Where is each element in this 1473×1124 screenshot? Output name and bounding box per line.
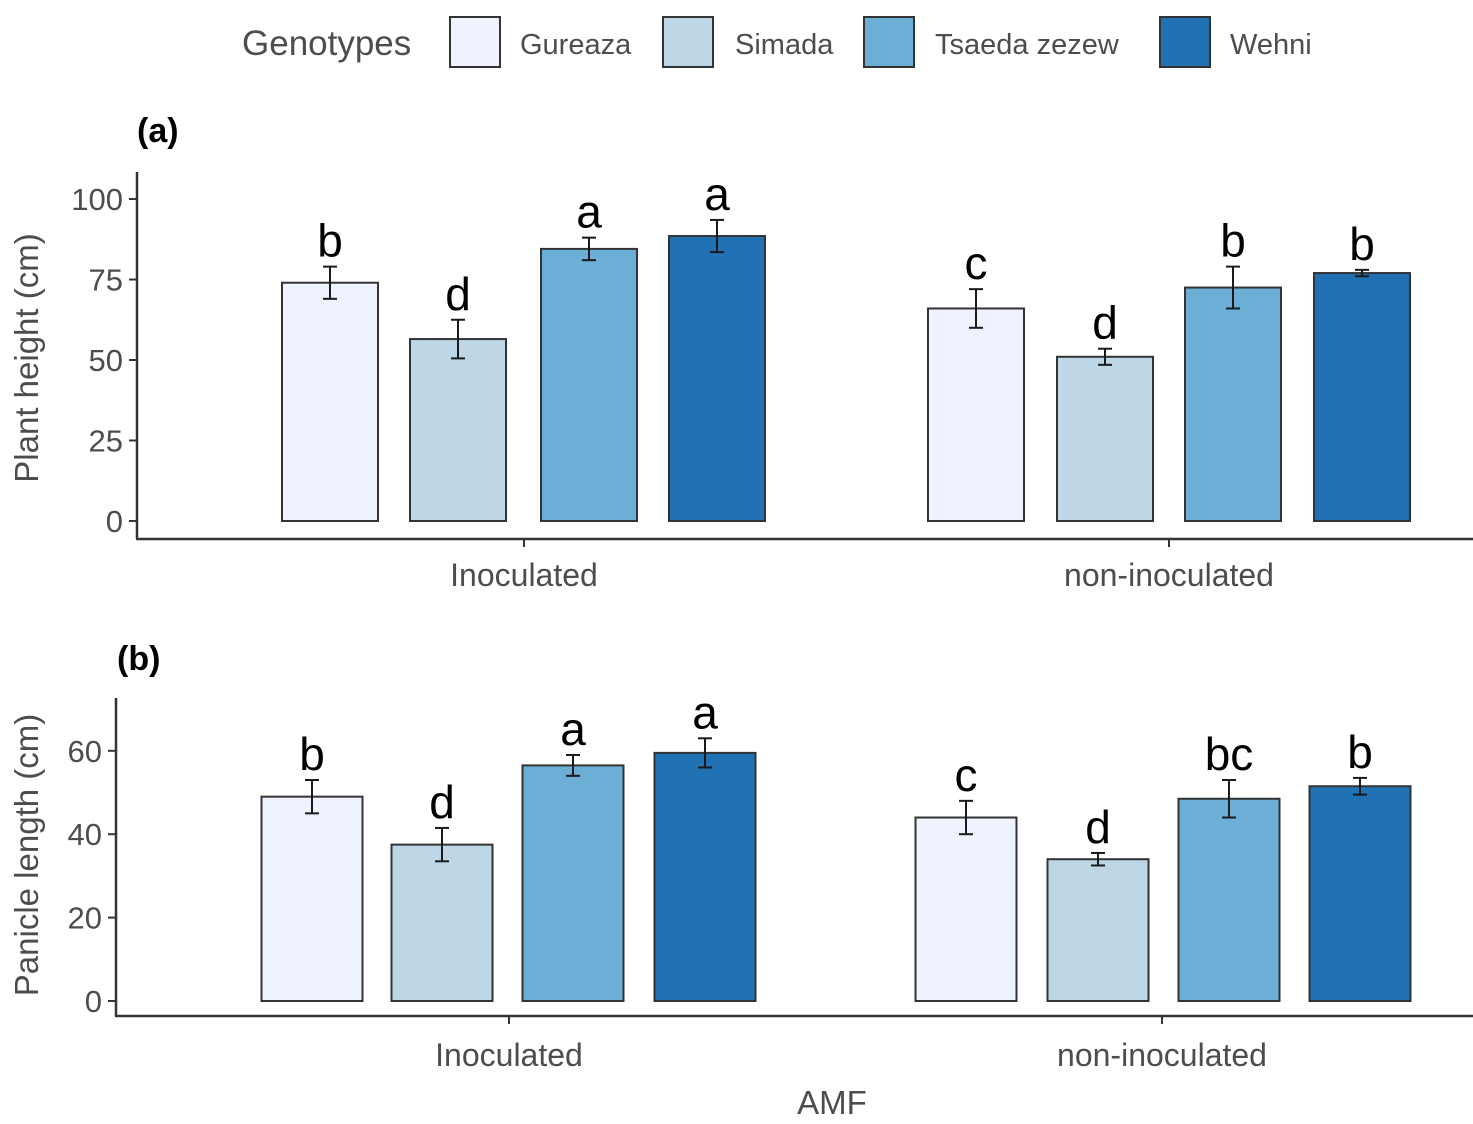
panel-b-inoculated-tsaeda-zezew-bar — [521, 764, 625, 1003]
panel-b-inoculated-gureaza-significance-letter: b — [299, 728, 325, 780]
panel-b-marks: b d a a c d bc b — [260, 686, 1412, 1003]
panel-a-y-tick-label-25: 25 — [89, 424, 123, 459]
legend: Genotypes Gureaza Simada Tsaeda zezew We… — [242, 16, 1312, 68]
panel-a-non-inoculated-simada-bar — [1056, 355, 1154, 522]
panel-a-non-inoculated-wehni-bar — [1313, 272, 1411, 522]
panel-a-y-tick-label-50: 50 — [89, 343, 123, 378]
panel-b-non-inoculated-wehni-significance-letter: b — [1347, 726, 1373, 778]
panel-b-inoculated-simada-significance-letter: d — [429, 776, 455, 828]
panel-a-non-inoculated-gureaza-bar — [927, 307, 1025, 523]
legend-label-tsaeda-zezew: Tsaeda zezew — [935, 29, 1120, 61]
panel-a-inoculated-wehni-significance-letter: a — [704, 168, 730, 220]
panel-a-non-inoculated-simada-significance-letter: d — [1092, 297, 1118, 349]
panel-a-non-inoculated-tsaeda-zezew-bar — [1184, 286, 1282, 522]
panel-a-label: (a) — [137, 112, 179, 150]
panel-b-non-inoculated-wehni-bar — [1308, 785, 1412, 1002]
panel-b-label: (b) — [117, 640, 160, 678]
panel-a-marks: b d a a c d b b — [281, 168, 1411, 523]
panel-b-inoculated-tsaeda-zezew-significance-letter: a — [560, 703, 586, 755]
x-axis-title: AMF — [797, 1084, 867, 1121]
legend-label-simada: Simada — [735, 29, 834, 61]
panel-a-non-inoculated-wehni-significance-letter: b — [1349, 218, 1375, 270]
panel-b-y-tick-label-40: 40 — [68, 817, 102, 852]
legend-title: Genotypes — [242, 24, 411, 63]
panel-a-inoculated-gureaza-significance-letter: b — [317, 215, 343, 267]
panel-b-non-inoculated-simada-significance-letter: d — [1085, 801, 1111, 853]
panel-a-y-ticks: 0 25 50 75 100 — [71, 182, 137, 539]
panel-a-y-tick-label-100: 100 — [71, 182, 123, 217]
panel-b-y-tick-label-20: 20 — [68, 901, 102, 936]
panel-b-inoculated-simada-bar — [390, 843, 494, 1002]
panel-a-inoculated-gureaza-bar — [281, 281, 379, 522]
panel-b-non-inoculated-tsaeda-zezew-significance-letter: bc — [1205, 728, 1254, 780]
legend-label-wehni: Wehni — [1230, 29, 1312, 61]
panel-b-y-axis-title: Panicle length (cm) — [8, 714, 45, 996]
panel-b-non-inoculated-gureaza-significance-letter: c — [955, 749, 978, 801]
panel-b-inoculated-gureaza-bar — [260, 795, 364, 1002]
legend-key-simada — [662, 16, 714, 68]
panel-a-x-label-inoculated: Inoculated — [450, 557, 598, 593]
panel-a-inoculated-tsaeda-zezew-significance-letter: a — [576, 186, 602, 238]
legend-key-tsaeda-zezew — [863, 16, 915, 68]
panel-b-inoculated-wehni-significance-letter: a — [692, 686, 718, 738]
panel-b-y-ticks: 0 20 40 60 — [68, 734, 116, 1019]
legend-label-gureaza: Gureaza — [520, 29, 632, 61]
panel-a-non-inoculated-gureaza-significance-letter: c — [965, 237, 988, 289]
panel-a-y-tick-label-75: 75 — [89, 263, 123, 298]
panel-a-y-axis-title: Plant height (cm) — [8, 233, 45, 482]
legend-key-gureaza — [449, 16, 501, 68]
panel-a-inoculated-tsaeda-zezew-bar — [540, 247, 638, 522]
panel-a-inoculated-wehni-bar — [668, 235, 766, 522]
panel-a-y-tick-label-0: 0 — [106, 504, 123, 539]
panel-a-inoculated-simada-significance-letter: d — [445, 268, 471, 320]
panel-b-x-label-non-inoculated: non-inoculated — [1057, 1037, 1267, 1073]
panel-a-x-label-non-inoculated: non-inoculated — [1064, 557, 1274, 593]
panel-b-inoculated-wehni-bar — [653, 751, 757, 1003]
panel-b-y-tick-label-0: 0 — [85, 984, 102, 1019]
panel-b-non-inoculated-tsaeda-zezew-bar — [1177, 797, 1281, 1002]
panel-b-x-label-inoculated: Inoculated — [435, 1037, 583, 1073]
panel-b-non-inoculated-simada-bar — [1046, 858, 1150, 1002]
panel-b-non-inoculated-gureaza-bar — [914, 816, 1018, 1003]
panel-a-non-inoculated-tsaeda-zezew-significance-letter: b — [1220, 215, 1246, 267]
legend-key-wehni — [1159, 16, 1211, 68]
panel-b-y-tick-label-60: 60 — [68, 734, 102, 769]
panel-a-inoculated-simada-bar — [409, 338, 507, 522]
panel-b-panicle-length: (b) Panicle length (cm) 0 20 40 60 b d a a c d bc… — [8, 640, 1473, 1073]
